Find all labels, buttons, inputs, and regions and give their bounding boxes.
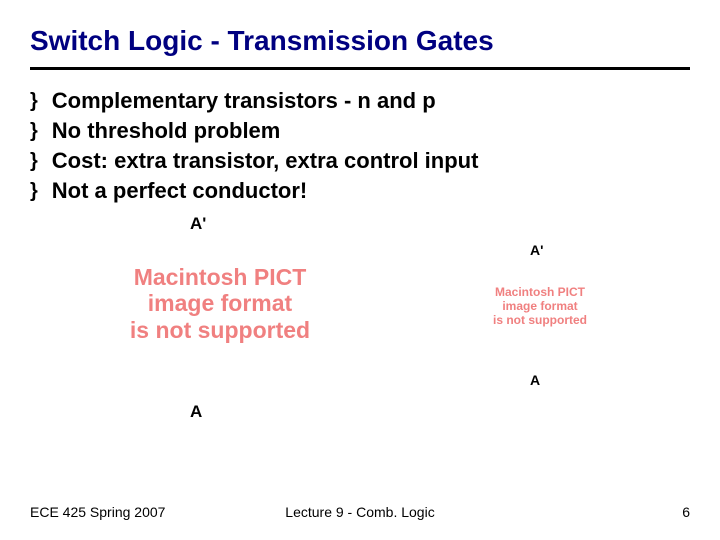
bullet-item: } Complementary transistors - n and p <box>30 88 690 114</box>
footer-page-number: 6 <box>682 504 690 520</box>
bullet-marker-icon: } <box>30 118 38 144</box>
pict-line: is not supported <box>480 314 600 328</box>
bullet-item: } Cost: extra transistor, extra control … <box>30 148 690 174</box>
slide-title: Switch Logic - Transmission Gates <box>30 25 690 57</box>
bullet-item: } No threshold problem <box>30 118 690 144</box>
bullet-text: Not a perfect conductor! <box>52 178 307 204</box>
pict-line: is not supported <box>100 317 340 343</box>
label-a-prime-right: A' <box>530 242 543 258</box>
label-a-prime-left: A' <box>190 214 206 234</box>
bullet-marker-icon: } <box>30 148 38 174</box>
footer-center: Lecture 9 - Comb. Logic <box>285 504 434 520</box>
pict-line: image format <box>480 300 600 314</box>
pict-placeholder-large: Macintosh PICT image format is not suppo… <box>100 264 340 343</box>
label-a-right: A <box>530 372 540 388</box>
bullet-marker-icon: } <box>30 178 38 204</box>
bullet-text: No threshold problem <box>52 118 281 144</box>
pict-line: image format <box>100 290 340 316</box>
slide: Switch Logic - Transmission Gates } Comp… <box>0 0 720 540</box>
diagram-area: A' A' Macintosh PICT image format is not… <box>30 214 690 434</box>
footer: ECE 425 Spring 2007 Lecture 9 - Comb. Lo… <box>30 504 690 520</box>
footer-left: ECE 425 Spring 2007 <box>30 504 165 520</box>
pict-line: Macintosh PICT <box>100 264 340 290</box>
bullet-item: } Not a perfect conductor! <box>30 178 690 204</box>
bullet-marker-icon: } <box>30 88 38 114</box>
bullet-list: } Complementary transistors - n and p } … <box>30 88 690 204</box>
bullet-text: Cost: extra transistor, extra control in… <box>52 148 479 174</box>
pict-placeholder-small: Macintosh PICT image format is not suppo… <box>480 286 600 327</box>
title-rule <box>30 67 690 70</box>
label-a-left: A <box>190 402 202 422</box>
bullet-text: Complementary transistors - n and p <box>52 88 436 114</box>
pict-line: Macintosh PICT <box>480 286 600 300</box>
